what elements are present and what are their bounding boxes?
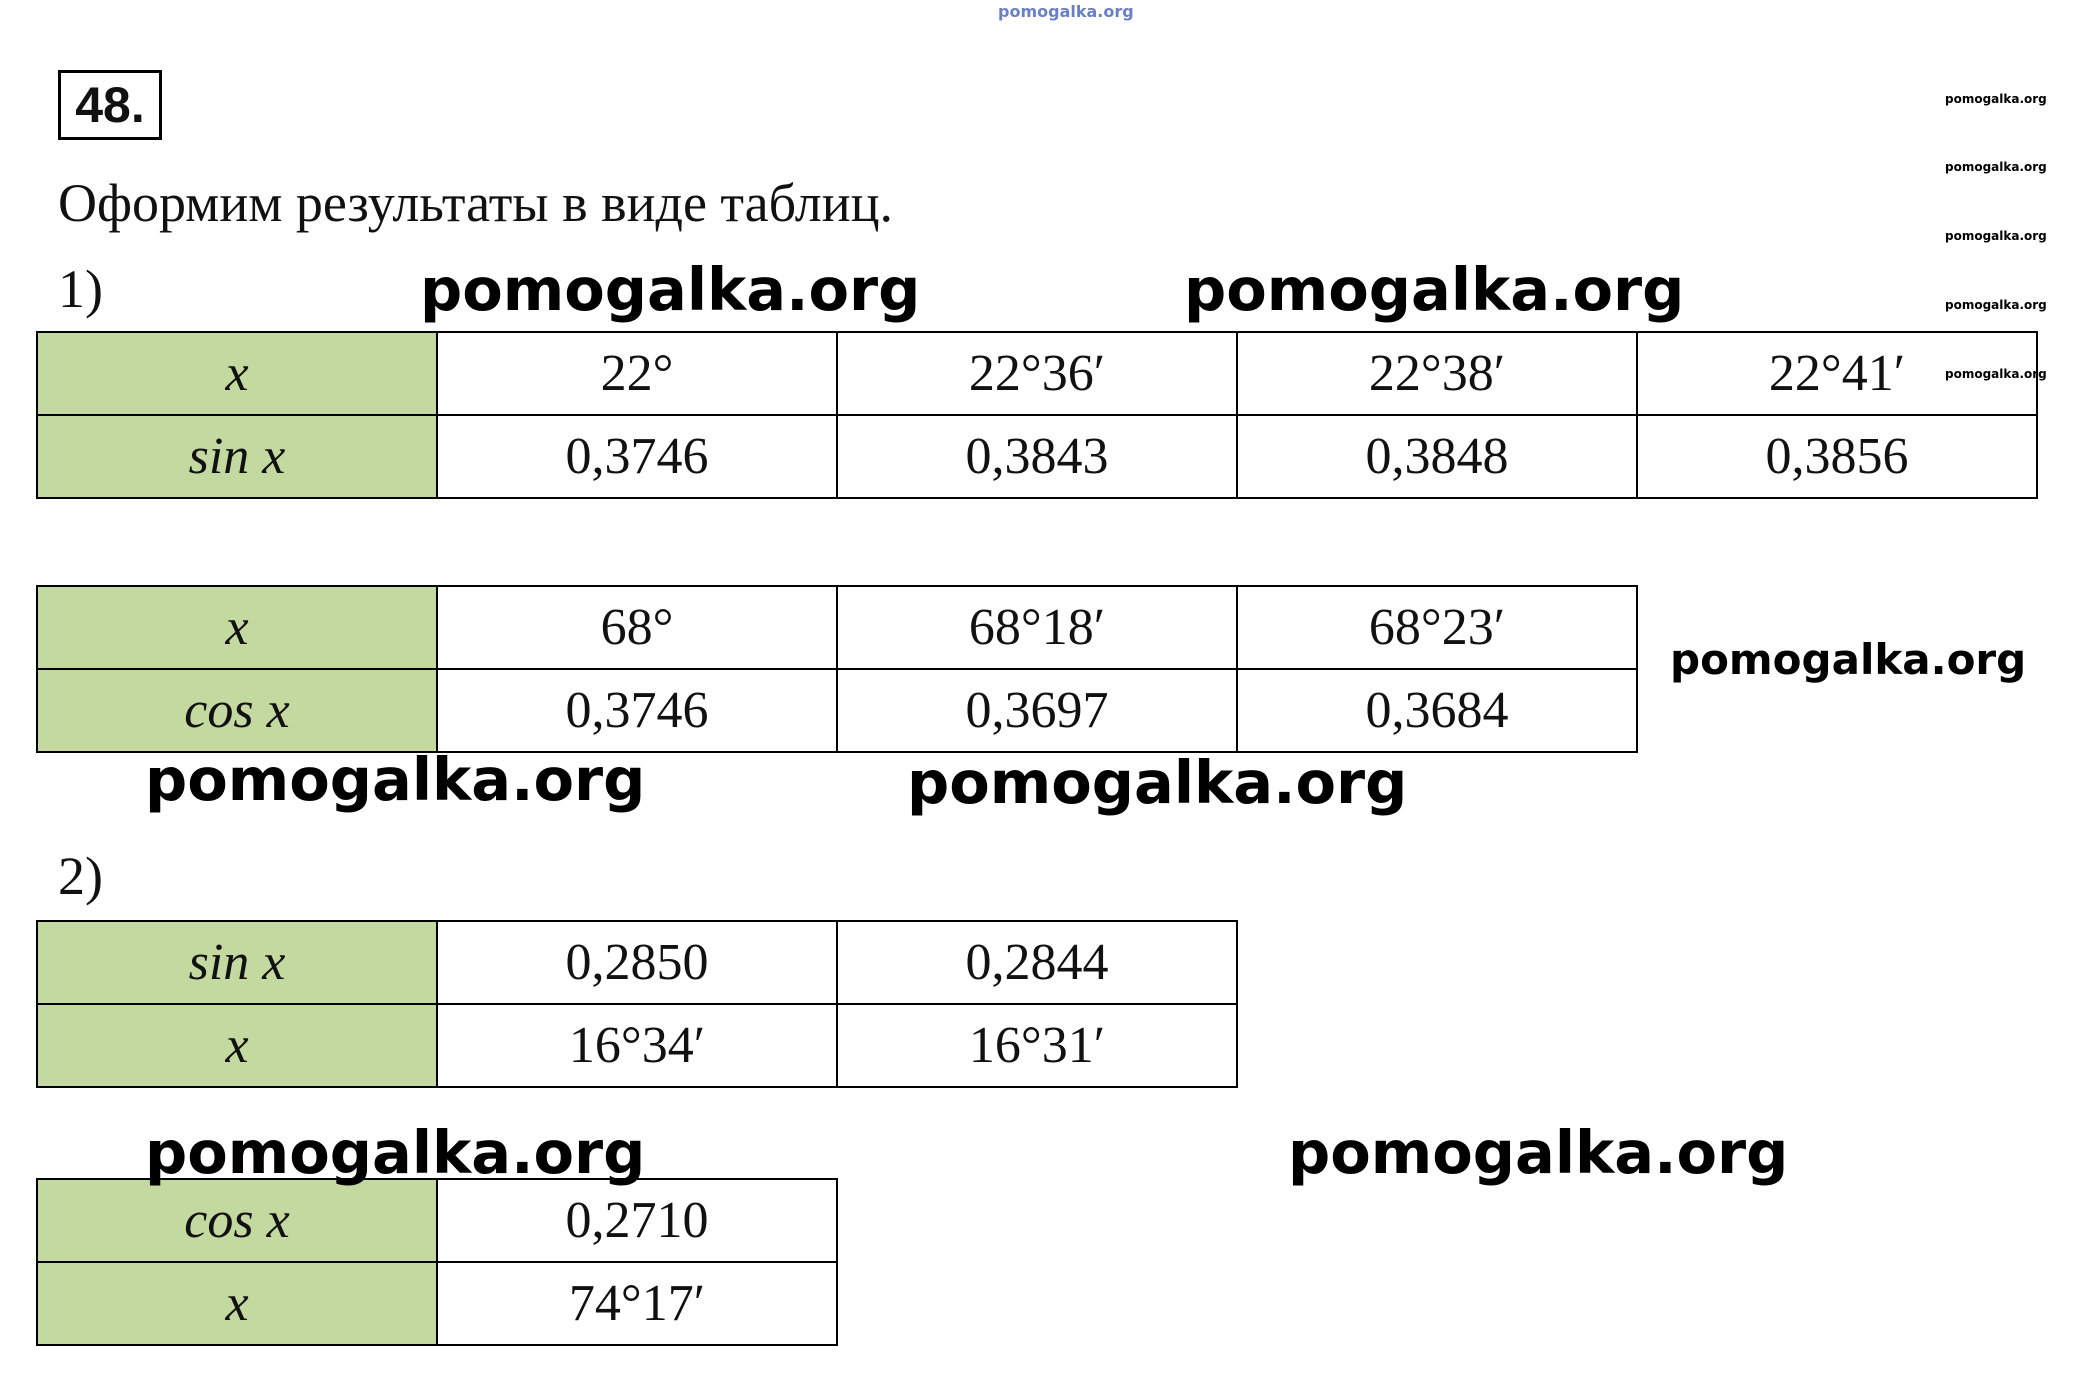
intro-text: Оформим результаты в виде таблиц. — [58, 173, 894, 233]
table-row: x 68° 68°18′ 68°23′ — [36, 585, 1638, 670]
row-header: sin x — [36, 920, 438, 1005]
section-label: 2) — [58, 846, 103, 906]
row-header: x — [36, 585, 438, 670]
watermark: pomogalka.org — [1945, 298, 2047, 312]
table-cell: 0,3843 — [836, 414, 1238, 499]
table-cell: 22° — [436, 331, 838, 416]
table-row: cos x 0,2710 — [36, 1178, 838, 1263]
table-row: sin x 0,2850 0,2844 — [36, 920, 1238, 1005]
watermark: pomogalka.org — [1288, 1118, 1789, 1187]
table-cell: 16°31′ — [836, 1003, 1238, 1088]
watermark: pomogalka.org — [145, 1118, 646, 1187]
section-label: 1) — [58, 259, 103, 319]
watermark: pomogalka.org — [1945, 92, 2047, 106]
value-table: x 68° 68°18′ 68°23′ cos x 0,3746 0,3697 0,3684 — [36, 585, 1638, 753]
row-header: x — [36, 1003, 438, 1088]
watermark: pomogalka.org — [1945, 367, 2047, 381]
table-row: x 22° 22°36′ 22°38′ 22°41′ — [36, 331, 2038, 416]
row-header: x — [36, 1261, 438, 1346]
row-header: cos x — [36, 668, 438, 753]
value-table: sin x 0,2850 0,2844 x 16°34′ 16°31′ — [36, 920, 1238, 1088]
watermark: pomogalka.org — [1945, 229, 2047, 243]
table-row: cos x 0,3746 0,3697 0,3684 — [36, 668, 1638, 753]
table-cell: 0,2844 — [836, 920, 1238, 1005]
watermark: pomogalka.org — [145, 745, 646, 814]
table-cell: 0,2850 — [436, 920, 838, 1005]
table-cell: 0,3746 — [436, 668, 838, 753]
watermark: pomogalka.org — [907, 748, 1408, 817]
table-cell: 22°38′ — [1236, 331, 1638, 416]
value-table: x 22° 22°36′ 22°38′ 22°41′ sin x 0,3746 0,3843 0… — [36, 331, 2038, 499]
table-cell: 68° — [436, 585, 838, 670]
watermark: pomogalka.org — [1945, 160, 2047, 174]
table-cell: 0,3684 — [1236, 668, 1638, 753]
table-cell: 68°23′ — [1236, 585, 1638, 670]
table-row: x 74°17′ — [36, 1261, 838, 1346]
table-cell: 0,3697 — [836, 668, 1238, 753]
row-header: x — [36, 331, 438, 416]
problem-number: 48. — [58, 70, 162, 140]
table-cell: 74°17′ — [436, 1261, 838, 1346]
table-cell: 0,3848 — [1236, 414, 1638, 499]
table-row: x 16°34′ 16°31′ — [36, 1003, 1238, 1088]
watermark: pomogalka.org — [1184, 255, 1685, 324]
watermark: pomogalka.org — [420, 255, 921, 324]
table-cell: 22°36′ — [836, 331, 1238, 416]
row-header: sin x — [36, 414, 438, 499]
table-cell: 22°41′ — [1636, 331, 2038, 416]
value-table: cos x 0,2710 x 74°17′ — [36, 1178, 838, 1346]
table-cell: 0,3856 — [1636, 414, 2038, 499]
table-cell: 0,3746 — [436, 414, 838, 499]
table-cell: 16°34′ — [436, 1003, 838, 1088]
watermark: pomogalka.org — [998, 2, 1134, 21]
table-cell: 0,2710 — [436, 1178, 838, 1263]
watermark: pomogalka.org — [1670, 635, 2027, 684]
table-cell: 68°18′ — [836, 585, 1238, 670]
row-header: cos x — [36, 1178, 438, 1263]
table-row: sin x 0,3746 0,3843 0,3848 0,3856 — [36, 414, 2038, 499]
